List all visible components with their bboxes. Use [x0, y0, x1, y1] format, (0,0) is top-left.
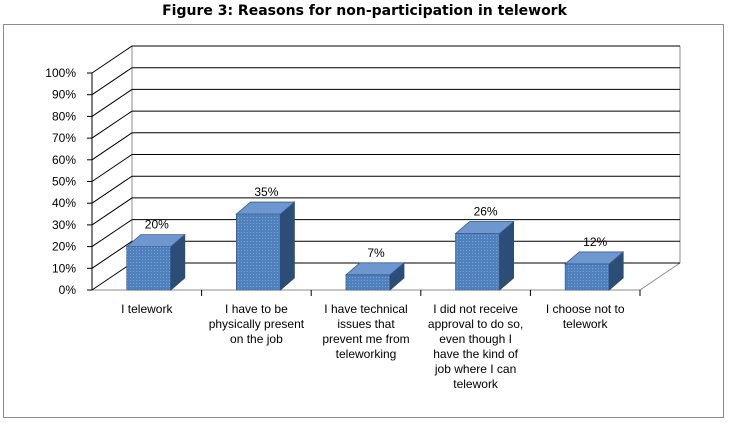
- category-label-line: prevent me from: [322, 332, 409, 346]
- y-axis: 0% 10% 20% 30% 40% 50% 60% 70% 80% 90% 100%: [45, 66, 641, 297]
- y-tick-label: 20%: [52, 240, 76, 254]
- y-tick-label: 80%: [52, 109, 76, 123]
- bar: [344, 261, 406, 291]
- bar-front: [345, 274, 391, 291]
- gridline: [91, 219, 680, 248]
- category-label: I did not receive approval to do so, even …: [428, 302, 523, 391]
- gridline: [91, 88, 680, 117]
- bar: [125, 233, 186, 291]
- bar: [454, 220, 515, 291]
- bar-top: [125, 234, 186, 248]
- y-tick-label: 100%: [45, 66, 76, 80]
- data-label: 12%: [583, 235, 607, 249]
- y-tick-label: 30%: [52, 218, 76, 232]
- data-label: 7%: [367, 246, 385, 260]
- y-tick-label: 70%: [52, 131, 76, 145]
- category-label-line: I choose not to: [546, 302, 625, 316]
- category-label-line: have the kind of: [433, 347, 518, 361]
- y-tick-label: 0%: [59, 283, 77, 297]
- bar: [235, 201, 296, 291]
- category-label: I have to be physically present on the job: [209, 302, 305, 346]
- category-label: I have technical issues that prevent me fr…: [322, 302, 409, 361]
- category-label-line: I did not receive: [433, 302, 518, 316]
- data-label: 26%: [474, 205, 498, 219]
- bar-front: [235, 213, 281, 291]
- bar-top: [454, 221, 515, 234]
- bar-top: [235, 201, 296, 215]
- bar-side: [279, 201, 295, 291]
- bar-front: [564, 263, 610, 291]
- gridline: [91, 132, 680, 161]
- category-label: I telework: [121, 302, 173, 316]
- x-axis-labels: I telework I have to be physically present…: [121, 302, 625, 391]
- category-label-line: I have technical: [324, 302, 407, 316]
- bar-top: [344, 262, 406, 276]
- category-label-line: job where I can: [434, 362, 516, 376]
- bars: [125, 201, 625, 291]
- gridline: [91, 154, 680, 182]
- chart-frame: [3, 24, 724, 418]
- gridline: [91, 175, 680, 204]
- data-labels: 20% 35% 7% 26% 12%: [145, 185, 608, 260]
- bar-front: [126, 246, 172, 291]
- bar-top: [564, 251, 625, 265]
- category-label-line: approval to do so,: [428, 317, 523, 331]
- y-tick-label: 10%: [52, 261, 76, 275]
- y-tick-label: 50%: [52, 175, 76, 189]
- gridline: [91, 110, 680, 139]
- y-tick-label: 40%: [52, 196, 76, 210]
- category-label-line: telework: [453, 377, 499, 391]
- category-label: I choose not to telework: [546, 302, 625, 331]
- y-tick-label: 90%: [52, 88, 76, 102]
- chart-title: Figure 3: Reasons for non-participation …: [162, 3, 567, 19]
- category-label-line: even though I: [439, 332, 512, 346]
- data-label: 35%: [254, 185, 278, 199]
- category-label-line: I have to be: [225, 302, 288, 316]
- gridline: [91, 67, 680, 96]
- category-label-line: on the job: [230, 332, 283, 346]
- category-label-line: teleworking: [336, 347, 397, 361]
- category-label-line: I telework: [121, 302, 173, 316]
- gridline: [91, 45, 680, 74]
- bar-front: [455, 233, 501, 291]
- category-label-line: issues that: [337, 317, 395, 331]
- category-label-line: physically present: [209, 317, 305, 331]
- y-tick-label: 60%: [52, 153, 76, 167]
- bar: [564, 251, 625, 291]
- category-label-line: telework: [563, 317, 609, 331]
- data-label: 20%: [145, 218, 169, 232]
- gridline: [91, 197, 680, 226]
